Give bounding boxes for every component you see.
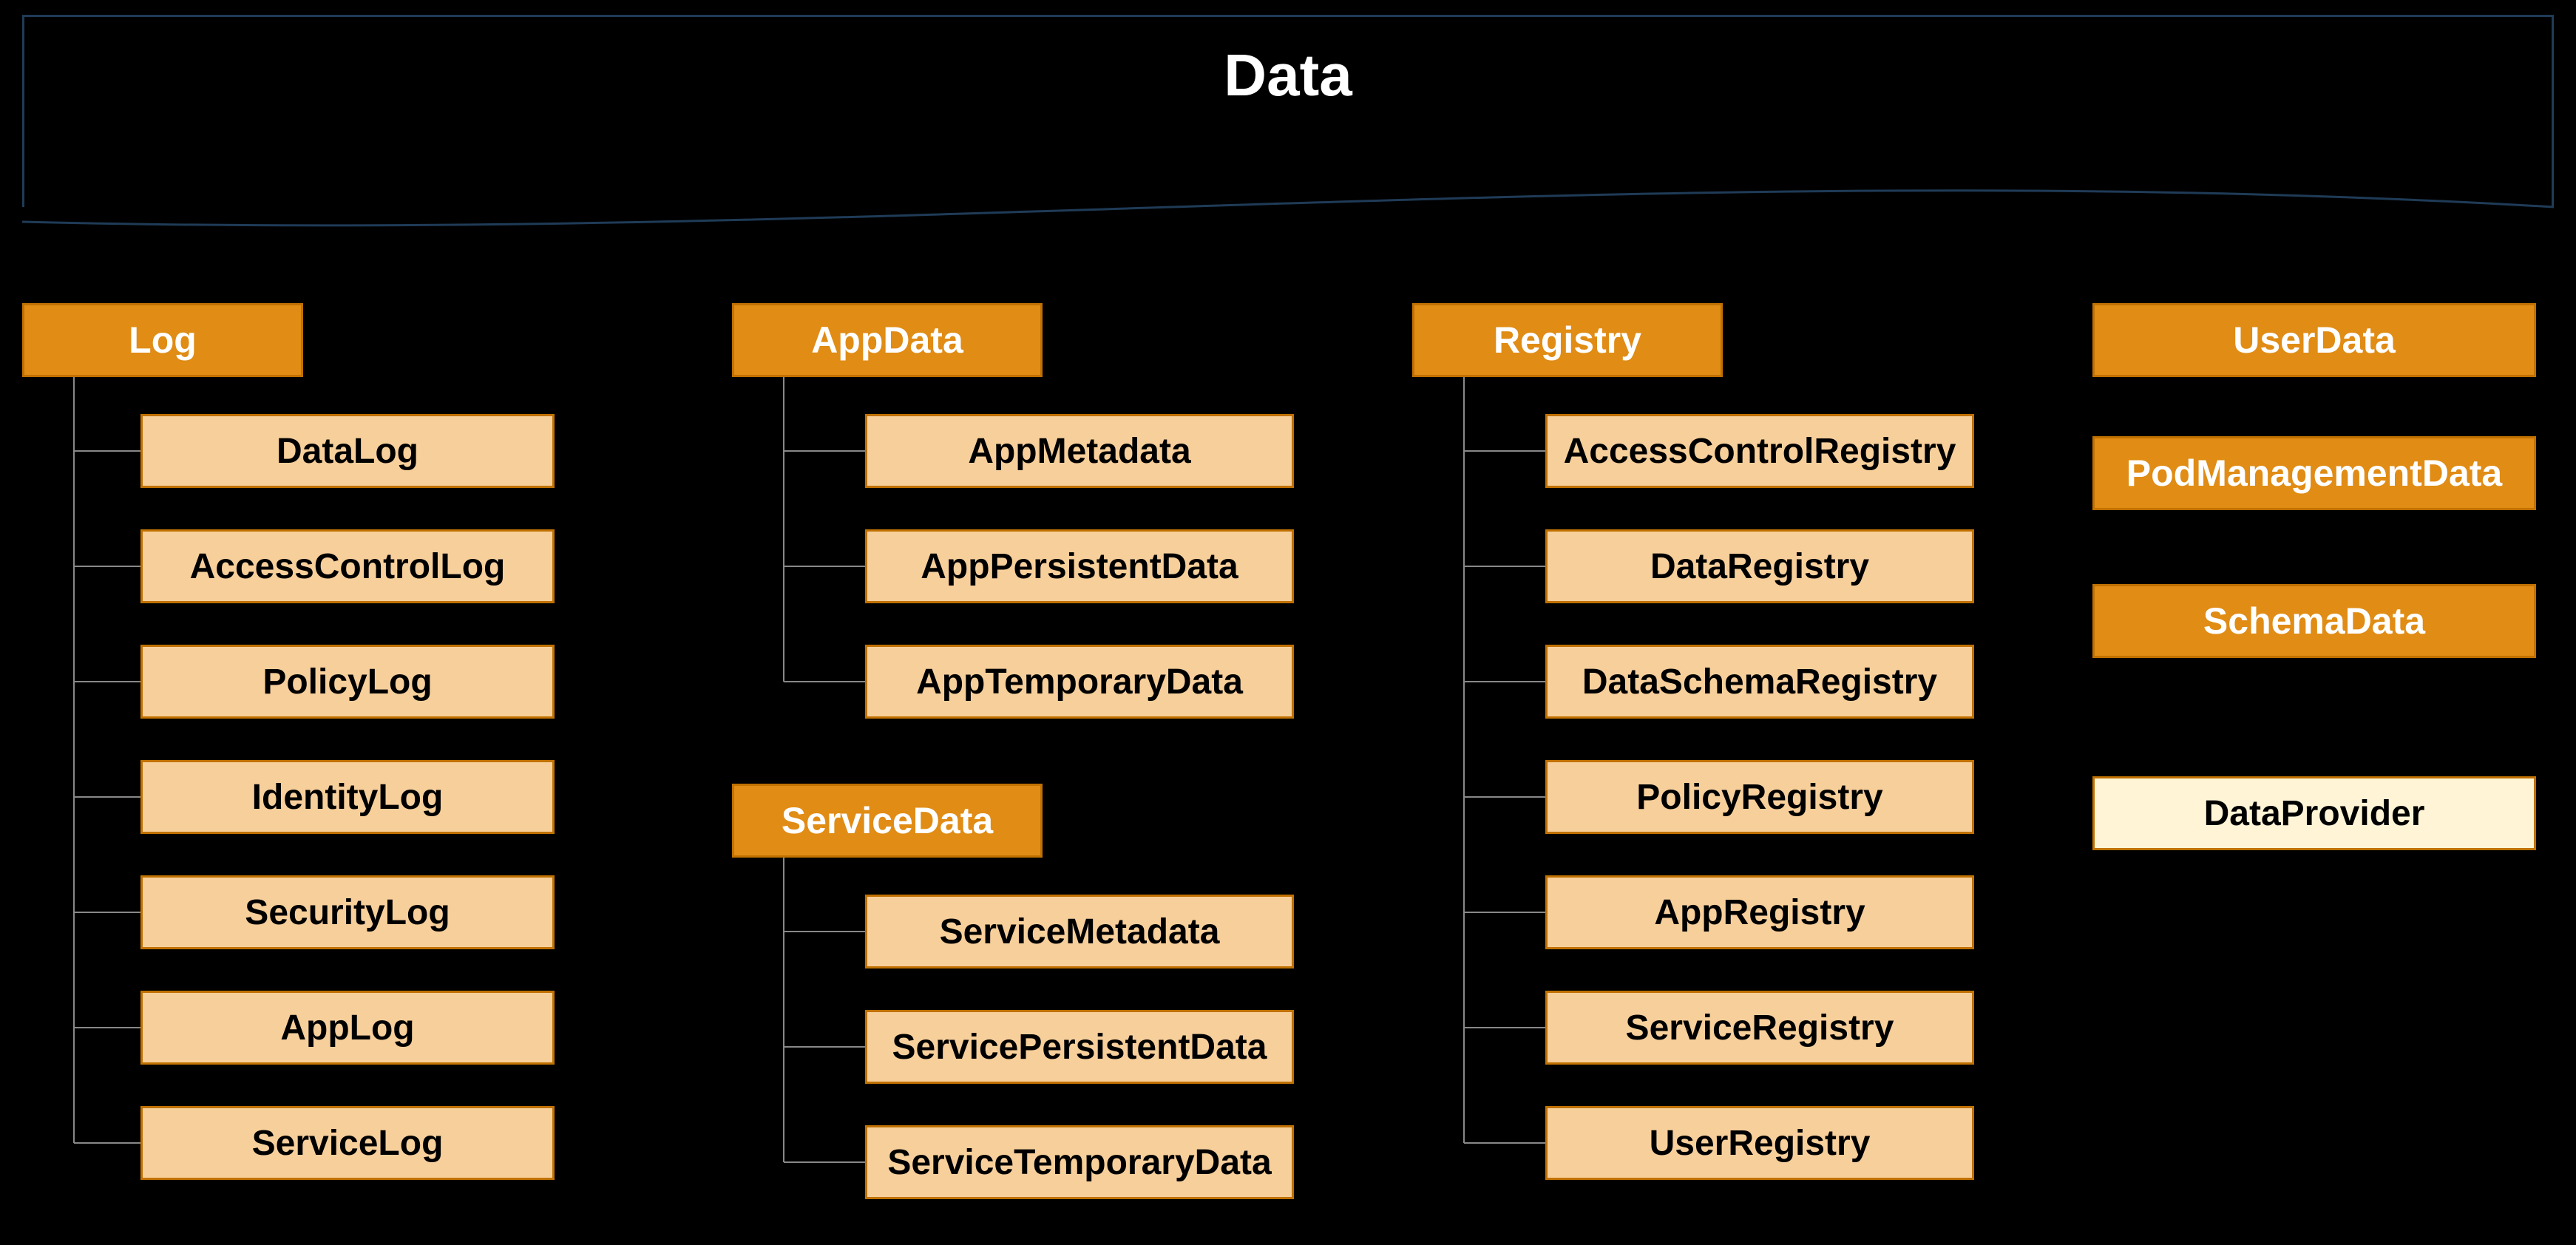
category-log-label: Log: [129, 319, 197, 362]
category-userdata: UserData: [2092, 303, 2536, 377]
node-servicedata-1: ServicePersistentData: [865, 1010, 1294, 1084]
node-log-2: PolicyLog: [140, 645, 555, 719]
node-userdata-sib-2: DataProvider: [2092, 776, 2536, 850]
node-log-0: DataLog: [140, 414, 555, 488]
node-appdata-1-label: AppPersistentData: [921, 546, 1238, 587]
node-log-2-label: PolicyLog: [262, 662, 432, 702]
node-log-5-label: AppLog: [280, 1008, 414, 1048]
category-registry-label: Registry: [1494, 319, 1641, 362]
category-servicedata: ServiceData: [732, 784, 1043, 858]
node-registry-0-label: AccessControlRegistry: [1564, 431, 1956, 472]
category-log: Log: [22, 303, 303, 377]
category-appdata-label: AppData: [811, 319, 963, 362]
category-registry: Registry: [1412, 303, 1723, 377]
node-userdata-sib-2-label: DataProvider: [2204, 793, 2425, 834]
node-registry-6: UserRegistry: [1545, 1106, 1974, 1180]
node-appdata-0-label: AppMetadata: [968, 431, 1190, 472]
node-log-6: ServiceLog: [140, 1106, 555, 1180]
node-registry-5: ServiceRegistry: [1545, 991, 1974, 1065]
node-log-5: AppLog: [140, 991, 555, 1065]
node-log-1: AccessControlLog: [140, 529, 555, 603]
root-node: Data: [22, 15, 2554, 207]
node-registry-6-label: UserRegistry: [1650, 1123, 1871, 1164]
node-servicedata-2-label: ServiceTemporaryData: [887, 1142, 1271, 1183]
node-registry-1-label: DataRegistry: [1650, 546, 1869, 587]
category-servicedata-label: ServiceData: [782, 799, 993, 842]
node-userdata-sib-0-label: PodManagementData: [2126, 452, 2502, 495]
node-registry-3-label: PolicyRegistry: [1636, 777, 1882, 818]
node-registry-0: AccessControlRegistry: [1545, 414, 1974, 488]
node-userdata-sib-1-label: SchemaData: [2203, 600, 2425, 642]
category-userdata-label: UserData: [2233, 319, 2396, 362]
node-log-1-label: AccessControlLog: [190, 546, 506, 587]
category-appdata: AppData: [732, 303, 1043, 377]
node-registry-2-label: DataSchemaRegistry: [1582, 662, 1937, 702]
node-servicedata-2: ServiceTemporaryData: [865, 1125, 1294, 1199]
node-servicedata-0: ServiceMetadata: [865, 895, 1294, 968]
node-appdata-2: AppTemporaryData: [865, 645, 1294, 719]
node-registry-2: DataSchemaRegistry: [1545, 645, 1974, 719]
node-servicedata-1-label: ServicePersistentData: [892, 1027, 1267, 1068]
node-appdata-1: AppPersistentData: [865, 529, 1294, 603]
node-registry-4: AppRegistry: [1545, 875, 1974, 949]
node-appdata-2-label: AppTemporaryData: [916, 662, 1243, 702]
root-label: Data: [1224, 41, 1352, 109]
node-log-3-label: IdentityLog: [252, 777, 444, 818]
node-servicedata-0-label: ServiceMetadata: [940, 912, 1220, 952]
node-log-4: SecurityLog: [140, 875, 555, 949]
node-userdata-sib-1: SchemaData: [2092, 584, 2536, 658]
node-userdata-sib-0: PodManagementData: [2092, 436, 2536, 510]
node-registry-3: PolicyRegistry: [1545, 760, 1974, 834]
node-log-4-label: SecurityLog: [245, 892, 450, 933]
node-log-6-label: ServiceLog: [252, 1123, 444, 1164]
node-log-3: IdentityLog: [140, 760, 555, 834]
node-registry-5-label: ServiceRegistry: [1626, 1008, 1894, 1048]
node-log-0-label: DataLog: [277, 431, 418, 472]
node-registry-4-label: AppRegistry: [1654, 892, 1865, 933]
diagram-canvas: DataLogDataLogAccessControlLogPolicyLogI…: [0, 0, 2576, 1245]
node-appdata-0: AppMetadata: [865, 414, 1294, 488]
node-registry-1: DataRegistry: [1545, 529, 1974, 603]
